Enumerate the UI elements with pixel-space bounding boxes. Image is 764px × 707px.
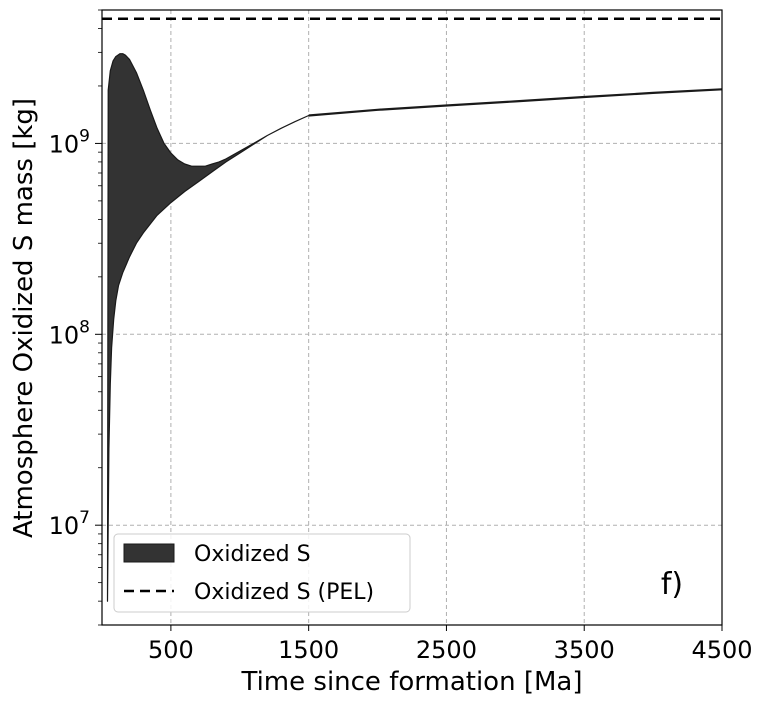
y-axis-label: Atmosphere Oxidized S mass [kg] [9,98,39,538]
grid-layer [102,10,723,625]
x-tick-label: 3500 [554,636,615,664]
x-tick-label: 2500 [416,636,477,664]
x-axis-label: Time since formation [Ma] [241,667,583,697]
oxidized-s-line [308,88,723,117]
legend-label-pel: Oxidized S (PEL) [194,580,374,605]
tick-layer: 500 1500 2500 3500 4500 107 108 109 [49,9,753,664]
data-layer [102,17,723,602]
plot-frame [101,9,723,626]
legend-swatch-oxidized-s [123,543,175,563]
y-tick-label: 109 [49,126,90,158]
x-tick-label: 1500 [278,636,339,664]
y-tick-label: 108 [49,317,90,349]
oxidized-s-band [106,53,310,602]
legend-frame [113,533,411,613]
x-tick-label: 500 [148,636,194,664]
panel-label: f) [661,567,683,602]
x-tick-label: 4500 [691,636,752,664]
legend-label-oxidized-s: Oxidized S [194,542,311,567]
legend: Oxidized S Oxidized S (PEL) [113,533,411,613]
y-tick-label: 107 [49,508,90,540]
